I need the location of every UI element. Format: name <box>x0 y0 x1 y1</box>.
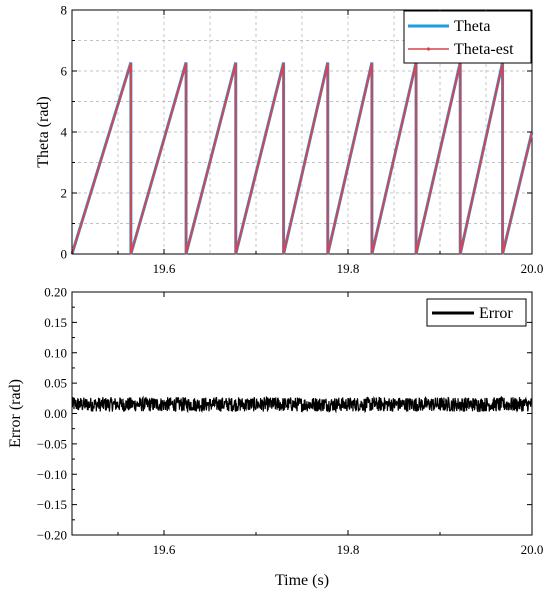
error-plot-frame <box>71 291 533 536</box>
series-line-theta <box>70 62 534 255</box>
series-line-theta-est <box>71 62 533 255</box>
y-tick-label: 0 <box>61 247 68 262</box>
y-tick-label: 0.05 <box>44 376 67 391</box>
y-tick-label: 0.20 <box>44 285 67 300</box>
x-tick-label: 19.8 <box>337 261 360 276</box>
legend-label-theta-est: Theta-est <box>454 41 514 58</box>
y-tick-label: 6 <box>61 64 68 79</box>
x-tick-label: 19.8 <box>337 542 360 557</box>
y-tick-label: −0.05 <box>37 436 67 451</box>
theta-legend-box <box>403 10 532 64</box>
y-tick-label: 0.00 <box>44 406 67 421</box>
x-tick-label: 19.6 <box>153 261 176 276</box>
x-tick-label: 19.6 <box>153 542 176 557</box>
theta-panel: 0 2 4 6 8 19.6 19.8 20.0 Theta (rad) Theta Thet… <box>35 3 543 277</box>
y-tick-label: −0.15 <box>37 497 67 512</box>
y-tick-label: 4 <box>61 125 68 140</box>
theta-y-axis-label: Theta (rad) <box>35 96 52 168</box>
x-tick-label: 20.0 <box>521 542 544 557</box>
theta-ticks: 0 2 4 6 8 19.6 19.8 20.0 <box>61 3 544 277</box>
error-ticks: −0.20 −0.15 −0.10 −0.05 0.00 0.05 0.10 0.15 0.20… <box>37 285 543 558</box>
x-tick-label: 20.0 <box>521 261 544 276</box>
y-tick-label: 0.10 <box>44 345 67 360</box>
legend-marker-theta-est <box>426 47 431 51</box>
x-axis-label: Time (s) <box>275 572 329 589</box>
y-tick-label: 8 <box>61 3 68 18</box>
y-tick-label: 0.15 <box>44 315 67 330</box>
legend-label-theta: Theta <box>454 18 490 35</box>
error-series-group <box>71 395 533 414</box>
legend-label-error: Error <box>479 305 513 322</box>
error-panel: −0.20 −0.15 −0.10 −0.05 0.00 0.05 0.10 0.15 0.20… <box>7 285 543 590</box>
series-line-error <box>71 395 533 414</box>
error-legend: Error <box>426 298 527 327</box>
y-tick-label: −0.20 <box>37 528 67 543</box>
y-tick-label: 2 <box>61 186 68 201</box>
error-y-axis-label: Error (rad) <box>7 379 24 448</box>
y-tick-label: −0.10 <box>37 467 67 482</box>
theta-series-group <box>70 62 534 255</box>
theta-legend: Theta Theta-est <box>403 10 532 64</box>
